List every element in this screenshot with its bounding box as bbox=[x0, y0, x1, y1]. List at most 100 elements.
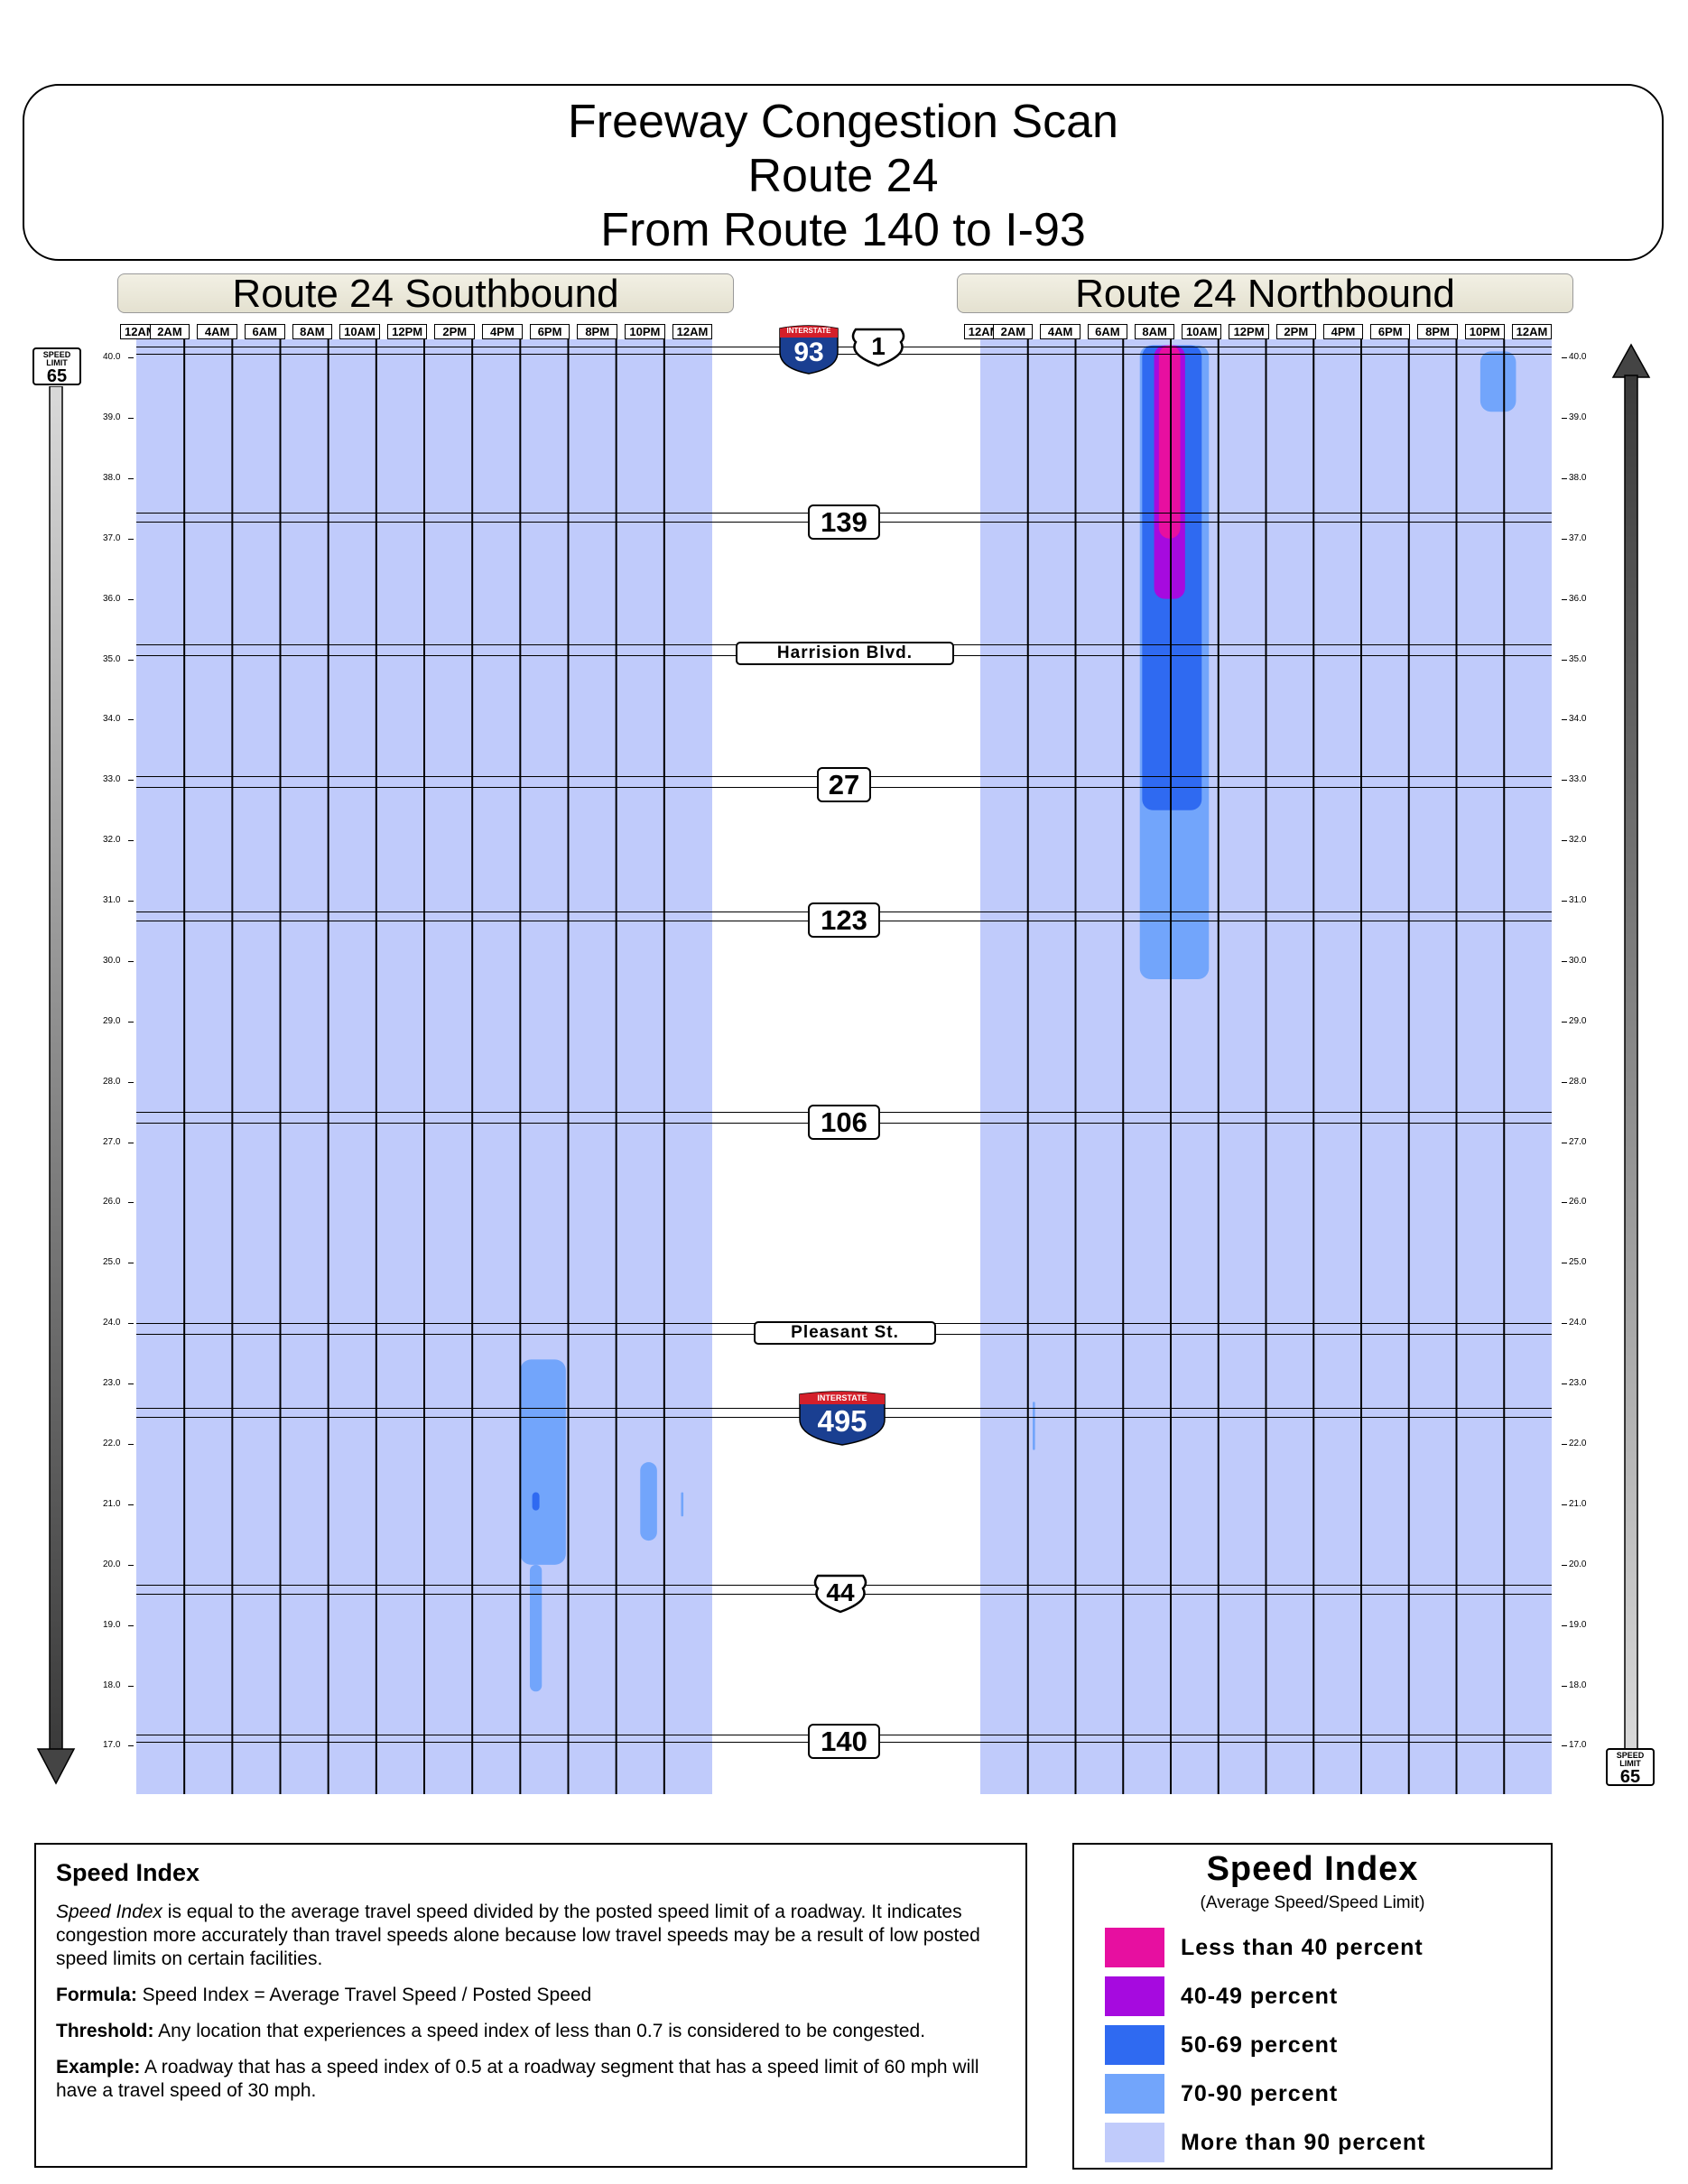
harrision-blvd-label: Harrision Blvd. bbox=[736, 642, 954, 665]
left-milepost-tick bbox=[128, 901, 134, 902]
left-milepost-tick bbox=[128, 1624, 134, 1626]
legend-title: Speed Index bbox=[1206, 1850, 1419, 1888]
right-milepost-tick bbox=[1562, 357, 1567, 359]
interstate-495-number: 495 bbox=[817, 1404, 867, 1438]
southbound-time-label: 2AM bbox=[149, 324, 190, 339]
right-milepost-label: 37.0 bbox=[1569, 532, 1587, 543]
right-milepost-tick bbox=[1562, 417, 1567, 419]
left-milepost-label: 17.0 bbox=[103, 1740, 121, 1751]
right-milepost-label: 22.0 bbox=[1569, 1439, 1587, 1449]
northbound-congestion-cell bbox=[1158, 345, 1181, 539]
southbound-congestion-cell bbox=[681, 1492, 684, 1517]
left-milepost-tick bbox=[128, 477, 134, 479]
southbound-direction-arrow-icon bbox=[36, 385, 76, 1785]
northbound-time-label: 10AM bbox=[1182, 324, 1222, 339]
interstate-93-banner: INTERSTATE bbox=[786, 327, 831, 335]
threshold-label: Threshold: bbox=[56, 2021, 154, 2041]
left-milepost-label: 38.0 bbox=[103, 472, 121, 483]
speed-limit-label-right: SPEED LIMIT bbox=[1616, 1751, 1645, 1768]
right-milepost-label: 26.0 bbox=[1569, 1197, 1587, 1208]
description-paragraph: Speed Index is equal to the average trav… bbox=[56, 1901, 1006, 1971]
speed-limit-value-right: 65 bbox=[1619, 1767, 1641, 1787]
northbound-time-label: 2AM bbox=[993, 324, 1034, 339]
left-milepost-label: 39.0 bbox=[103, 412, 121, 422]
example-text: A roadway that has a speed index of 0.5 … bbox=[56, 2057, 979, 2101]
legend-swatch bbox=[1105, 2074, 1164, 2114]
right-milepost-tick bbox=[1562, 1624, 1567, 1626]
interstate-495-shield: INTERSTATE 495 bbox=[796, 1391, 888, 1447]
left-milepost-label: 32.0 bbox=[103, 835, 121, 846]
southbound-time-label: 8PM bbox=[577, 324, 618, 339]
northbound-time-label: 6PM bbox=[1370, 324, 1411, 339]
right-milepost-label: 30.0 bbox=[1569, 955, 1587, 966]
right-milepost-tick bbox=[1562, 1202, 1567, 1204]
southbound-time-label: 4AM bbox=[197, 324, 237, 339]
left-milepost-label: 20.0 bbox=[103, 1559, 121, 1569]
speed-limit-label: SPEED LIMIT bbox=[42, 350, 71, 367]
left-milepost-label: 29.0 bbox=[103, 1015, 121, 1026]
northbound-time-label: 12PM bbox=[1229, 324, 1269, 339]
route-140-shield: 140 bbox=[808, 1724, 880, 1759]
southbound-congestion-cell bbox=[520, 1359, 566, 1565]
southbound-time-label: 4PM bbox=[482, 324, 523, 339]
right-milepost-label: 27.0 bbox=[1569, 1136, 1587, 1147]
right-milepost-label: 19.0 bbox=[1569, 1619, 1587, 1630]
left-milepost-label: 35.0 bbox=[103, 653, 121, 664]
left-milepost-tick bbox=[128, 1685, 134, 1687]
left-milepost-tick bbox=[128, 598, 134, 600]
route-139-shield: 139 bbox=[808, 504, 880, 540]
right-milepost-tick bbox=[1562, 719, 1567, 721]
right-milepost-tick bbox=[1562, 1745, 1567, 1747]
page-title: Freeway Congestion Scan bbox=[568, 96, 1118, 148]
left-milepost-label: 27.0 bbox=[103, 1136, 121, 1147]
description-heading: Speed Index bbox=[56, 1859, 200, 1886]
right-milepost-label: 21.0 bbox=[1569, 1498, 1587, 1509]
left-milepost-tick bbox=[128, 1202, 134, 1204]
northbound-time-label: 6AM bbox=[1087, 324, 1127, 339]
right-milepost-tick bbox=[1562, 1444, 1567, 1446]
right-milepost-tick bbox=[1562, 840, 1567, 842]
example-label: Example: bbox=[56, 2057, 141, 2078]
northbound-time-label: 10PM bbox=[1464, 324, 1505, 339]
speed-limit-sign-right: SPEED LIMIT 65 bbox=[1606, 1748, 1655, 1786]
southbound-congestion-cell bbox=[532, 1492, 540, 1511]
legend-swatch bbox=[1105, 1976, 1164, 2016]
pleasant-st-label: Pleasant St. bbox=[754, 1321, 936, 1345]
formula-label: Formula: bbox=[56, 1985, 137, 2005]
left-milepost-tick bbox=[128, 659, 134, 661]
left-milepost-tick bbox=[128, 1323, 134, 1325]
right-milepost-tick bbox=[1562, 1021, 1567, 1023]
left-milepost-tick bbox=[128, 1564, 134, 1566]
right-milepost-label: 33.0 bbox=[1569, 774, 1587, 785]
description-text: is equal to the average travel speed div… bbox=[56, 1902, 980, 1969]
right-milepost-label: 32.0 bbox=[1569, 835, 1587, 846]
left-milepost-tick bbox=[128, 1444, 134, 1446]
route-27-shield: 27 bbox=[817, 767, 871, 802]
left-milepost-tick bbox=[128, 1504, 134, 1505]
formula-text: Speed Index = Average Travel Speed / Pos… bbox=[136, 1985, 592, 2005]
right-milepost-tick bbox=[1562, 477, 1567, 479]
northbound-time-label: 12AM bbox=[1511, 324, 1553, 339]
right-milepost-label: 38.0 bbox=[1569, 472, 1587, 483]
northbound-time-label: 4AM bbox=[1040, 324, 1081, 339]
left-milepost-label: 21.0 bbox=[103, 1498, 121, 1509]
left-milepost-label: 34.0 bbox=[103, 714, 121, 725]
left-milepost-label: 28.0 bbox=[103, 1076, 121, 1087]
left-milepost-label: 40.0 bbox=[103, 352, 121, 363]
left-milepost-tick bbox=[128, 417, 134, 419]
legend-label: Less than 40 percent bbox=[1181, 1935, 1424, 1960]
right-milepost-tick bbox=[1562, 538, 1567, 540]
southbound-time-label: 8AM bbox=[292, 324, 333, 339]
left-milepost-label: 24.0 bbox=[103, 1318, 121, 1328]
left-milepost-label: 25.0 bbox=[103, 1257, 121, 1268]
left-milepost-label: 26.0 bbox=[103, 1197, 121, 1208]
northbound-heatmap bbox=[980, 339, 1552, 1794]
left-milepost-label: 22.0 bbox=[103, 1439, 121, 1449]
right-milepost-label: 29.0 bbox=[1569, 1015, 1587, 1026]
threshold-line: Threshold: Any location that experiences… bbox=[56, 2020, 1006, 2043]
left-milepost-label: 31.0 bbox=[103, 895, 121, 906]
example-line: Example: A roadway that has a speed inde… bbox=[56, 2056, 1006, 2103]
right-milepost-label: 28.0 bbox=[1569, 1076, 1587, 1087]
left-milepost-label: 30.0 bbox=[103, 955, 121, 966]
formula-line: Formula: Speed Index = Average Travel Sp… bbox=[56, 1984, 1006, 2007]
